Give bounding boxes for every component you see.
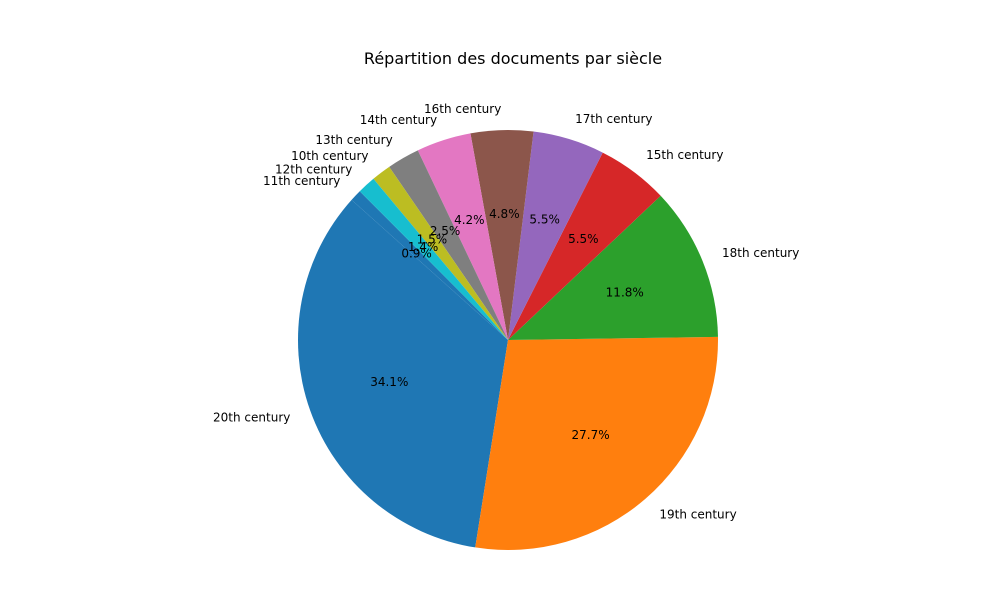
category-label-17th-century: 17th century [575, 112, 652, 126]
percent-label-14th-century: 4.2% [454, 213, 485, 227]
percent-label-19th-century: 27.7% [571, 428, 609, 442]
pie-slice-19th-century [475, 336, 719, 551]
percent-labels: 0.9%34.1%27.7%11.8%5.5%5.5%4.8%4.2%2.5%1… [370, 207, 644, 442]
pie-slice-16th-century [470, 130, 534, 340]
percent-label-17th-century: 5.5% [529, 212, 560, 226]
category-labels: 11th century 20th century 19th century 18th… [213, 102, 799, 521]
category-label-16th-century: 16th century [424, 102, 501, 116]
category-label-15th-century: 15th century [646, 148, 723, 162]
pie-slice-17th-century [508, 131, 603, 340]
category-label-12th-century: 12th century [275, 162, 352, 176]
pie-slice-15th-century [508, 152, 661, 340]
pie-slice-11th-century [351, 191, 508, 340]
category-label-13th-century: 13th century [315, 133, 392, 147]
chart-title: Répartition des documents par siècle [364, 49, 662, 68]
pie-slice-12th-century [359, 178, 508, 340]
pie-slice-18th-century [508, 195, 718, 340]
category-label-10th-century: 10th century [291, 149, 368, 163]
percent-label-12th-century: 1.4% [408, 240, 439, 254]
category-label-18th-century: 18th century [722, 246, 799, 260]
pie-slice-14th-century [417, 133, 508, 340]
pie-slice-13th-century [389, 150, 508, 340]
pie-slices [297, 130, 719, 551]
category-label-11th-century: 11th century [263, 174, 340, 188]
percent-label-13th-century: 2.5% [430, 224, 461, 238]
pie-slice-20th-century [297, 199, 508, 548]
percent-label-15th-century: 5.5% [568, 232, 599, 246]
percent-label-11th-century: 0.9% [401, 246, 432, 260]
category-label-14th-century: 14th century [360, 113, 437, 127]
percent-label-16th-century: 4.8% [489, 207, 520, 221]
pie-slice-10th-century [373, 166, 508, 340]
percent-label-18th-century: 11.8% [606, 286, 644, 300]
percent-label-10th-century: 1.5% [417, 233, 448, 247]
category-label-19th-century: 19th century [659, 508, 736, 522]
percent-label-20th-century: 34.1% [370, 375, 408, 389]
category-label-20th-century: 20th century [213, 410, 290, 424]
